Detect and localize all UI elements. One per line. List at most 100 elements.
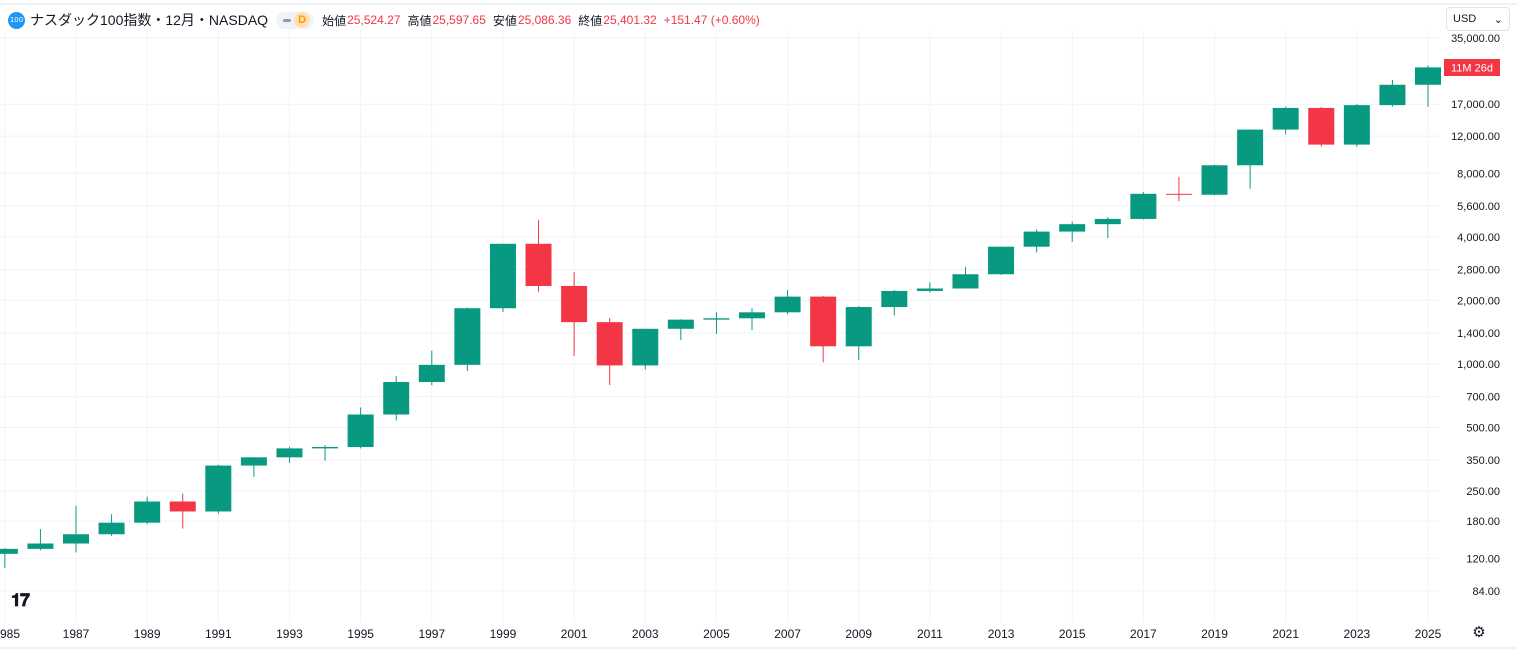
y-tick-label: 250.00 [1466,486,1500,498]
candle[interactable] [276,446,303,463]
ohlc-high-value: 25,597.65 [432,13,486,27]
candle[interactable] [1308,106,1335,147]
y-tick-label: 17,000.00 [1451,99,1500,111]
candle[interactable] [561,272,588,357]
candle[interactable] [169,493,196,529]
ohlc-open-value: 25,524.27 [347,13,401,27]
candle[interactable] [27,529,54,551]
y-tick-label: 2,000.00 [1457,295,1500,307]
y-tick-label: 1,000.00 [1457,359,1500,371]
candle[interactable] [988,246,1015,275]
candle[interactable] [418,350,445,386]
ohlc-change: +151.47 (+0.60%) [663,13,760,27]
candle[interactable] [632,328,659,370]
currency-select[interactable]: USD ⌄ [1446,7,1510,31]
x-tick-label: 2009 [845,627,872,641]
candle-body [98,522,125,535]
x-tick-label: 2021 [1272,627,1299,641]
candle[interactable] [312,445,339,461]
candle[interactable] [810,295,837,363]
candle-series[interactable] [0,65,1441,568]
candle[interactable] [454,307,481,371]
candle[interactable] [1165,176,1192,202]
candle[interactable] [525,219,552,292]
candle-body [418,364,445,383]
candle[interactable] [134,496,161,525]
tradingview-logo-icon[interactable]: 𝟏𝟕 [11,590,30,610]
candle[interactable] [667,319,694,340]
x-tick-label: 1989 [134,627,161,641]
candle-body [739,312,765,319]
x-tick-label: 2011 [917,627,943,641]
x-tick-label: 2003 [632,627,659,641]
gear-icon[interactable]: ⚙ [1472,624,1486,641]
x-tick-label: 1995 [347,627,374,641]
candle[interactable] [952,267,979,289]
candle[interactable] [205,464,232,514]
candle[interactable] [1130,192,1157,220]
y-tick-label: 1,400.00 [1457,328,1500,340]
symbol-logo-icon: 100 [8,11,25,29]
x-tick-label: 2025 [1415,627,1442,641]
ohlc-low-value: 25,086.36 [517,13,572,27]
y-tick-label: 84.00 [1472,586,1500,598]
candle[interactable] [1237,129,1264,189]
candle-body [1308,107,1335,145]
candle-body [561,285,588,323]
candle[interactable] [774,289,801,315]
interval-pill[interactable]: D [276,11,315,29]
candle[interactable] [0,548,18,568]
interval-badge[interactable]: D [294,12,311,28]
x-tick-label: 2013 [988,627,1015,641]
candle-body [240,457,267,466]
countdown-label-bg [1444,59,1500,76]
candle[interactable] [347,407,374,449]
candle-body [0,548,18,554]
candle[interactable] [1379,80,1406,107]
candle-body [134,501,161,523]
candle[interactable] [703,312,730,334]
x-tick-label: 2007 [774,627,801,641]
candle-body [667,319,694,329]
candle[interactable] [1201,164,1228,196]
y-tick-label: 8,000.00 [1457,168,1500,180]
candle[interactable] [1272,106,1299,135]
candle[interactable] [1059,221,1086,242]
candle[interactable] [489,243,516,313]
candle[interactable] [1023,229,1050,253]
x-tick-label: 2017 [1130,627,1157,641]
x-tick-label: 1987 [63,627,90,641]
candle-body [169,501,196,512]
candle[interactable] [63,505,89,553]
symbol-title[interactable]: ナスダック100指数・12月・NASDAQ [30,12,269,28]
candle[interactable] [1094,217,1121,239]
candle-body [1165,193,1192,195]
time-axis[interactable]: 985 1987 1989 1991 1993 1995 1997 1999 2001 2003 2… [0,627,1442,641]
candle[interactable] [240,457,267,477]
candle[interactable] [1343,104,1370,147]
candle[interactable] [98,514,125,537]
candle[interactable] [916,282,943,293]
candle-body [1343,105,1370,145]
y-tick-label: 2,800.00 [1457,265,1500,277]
candle[interactable] [881,290,908,316]
candle[interactable] [845,306,872,361]
candle[interactable] [1415,65,1441,107]
candle[interactable] [596,318,623,385]
candle[interactable] [739,308,765,331]
candle[interactable] [383,376,410,421]
candle-body [845,307,872,347]
candle-body [916,288,943,291]
y-tick-label: 700.00 [1466,392,1500,404]
candle-body [312,447,339,449]
candle-body [1415,67,1441,85]
candle-body [596,322,623,366]
candle-body [27,543,54,549]
candle-body [774,296,801,313]
minus-icon [283,18,292,22]
x-tick-label: 1993 [276,627,303,641]
price-axis[interactable]: 35,000.00 17,000.00 12,000.00 8,000.00 5,600… [1451,33,1500,598]
